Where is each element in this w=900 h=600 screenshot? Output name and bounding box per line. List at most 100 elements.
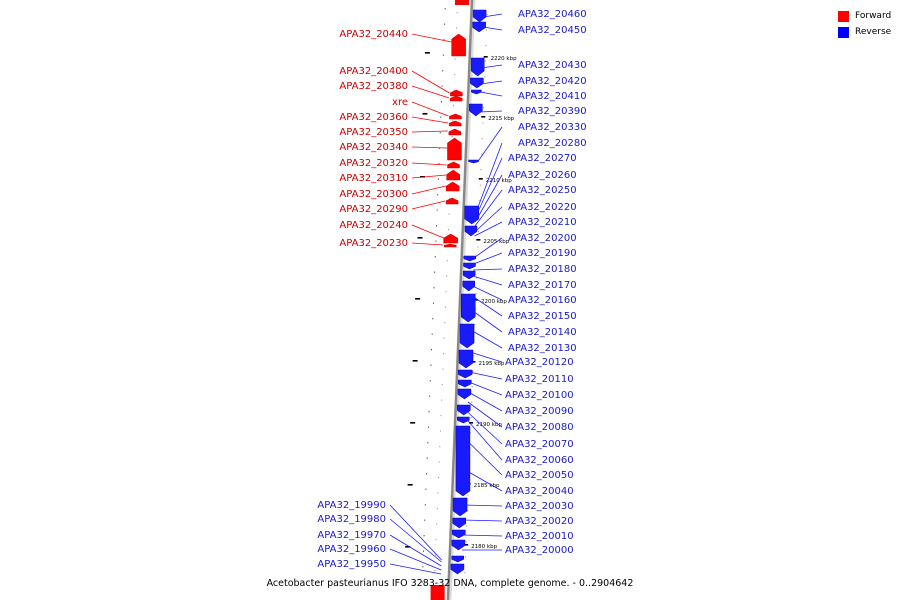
reverse-gene-arrow (457, 404, 471, 416)
reverse-gene-arrow (462, 280, 476, 292)
reverse-label-leader (468, 381, 503, 396)
guide-dot (441, 399, 443, 401)
guide-dot (438, 163, 440, 165)
reverse-gene-label: APA32_20220 (508, 202, 577, 213)
guide-dot (473, 355, 475, 357)
guide-dot (444, 322, 446, 324)
guide-dot (466, 510, 468, 512)
reverse-gene-label: APA32_20140 (508, 327, 577, 338)
forward-gene-arrow (450, 89, 463, 97)
kbp-tick-label: 2195 kbp (478, 361, 504, 367)
guide-dot (437, 178, 439, 180)
guide-dot (483, 91, 485, 93)
reverse-gene-label: APA32_19960 (317, 544, 386, 555)
guide-dot (481, 138, 483, 140)
reverse-label-leader (389, 548, 442, 571)
reverse-gene-arrow (457, 369, 473, 379)
reverse-gene-label: APA32_20460 (518, 9, 587, 20)
guide-dot (436, 523, 438, 525)
forward-label-leader (411, 85, 450, 99)
reverse-gene-arrow (464, 225, 478, 237)
guide-dot (425, 488, 427, 490)
kbp-tick (464, 544, 469, 546)
reverse-label-leader (471, 295, 503, 317)
forward-gene-arrow (430, 585, 445, 600)
kbp-tick-label: 2215 kbp (488, 116, 514, 122)
guide-dot (437, 194, 439, 196)
guide-dot (437, 492, 439, 494)
reverse-gene-arrow (451, 539, 466, 551)
guide-dot (464, 572, 466, 574)
reverse-gene-label: APA32_20330 (518, 122, 587, 133)
axis-tick-mark (424, 52, 430, 54)
reverse-gene-label: APA32_20180 (508, 264, 577, 275)
guide-dot (432, 318, 434, 320)
reverse-gene-label: APA32_20280 (518, 138, 587, 149)
guide-dot (443, 39, 445, 41)
reverse-label-leader (389, 504, 442, 561)
guide-dot (439, 132, 441, 134)
guide-dot (426, 473, 428, 475)
guide-dot (486, 29, 488, 31)
guide-dot (435, 240, 437, 242)
reverse-gene-label: APA32_20030 (505, 501, 574, 512)
guide-dot (443, 353, 445, 355)
reverse-label-leader (463, 519, 503, 522)
forward-gene-arrow (448, 120, 462, 127)
kbp-tick (483, 56, 488, 58)
guide-dot (472, 370, 474, 372)
guide-dot (426, 457, 428, 459)
forward-label-leader (411, 101, 449, 117)
guide-dot (480, 169, 482, 171)
guide-dot (470, 417, 472, 419)
guide-dot (442, 368, 444, 370)
guide-dot (477, 246, 479, 248)
reverse-gene-arrow (458, 349, 474, 369)
reverse-label-leader (468, 391, 503, 412)
guide-dot (454, 74, 456, 76)
kbp-tick-label: 2200 kbp (481, 299, 507, 305)
guide-dot (431, 349, 433, 351)
kbp-tick-label: 2185 kbp (474, 483, 500, 489)
guide-dot (440, 101, 442, 103)
guide-dot (448, 213, 450, 215)
reverse-gene-label: APA32_20160 (508, 295, 577, 306)
forward-gene-label: APA32_20440 (339, 29, 408, 40)
reverse-gene-arrow (457, 388, 472, 400)
axis-tick-mark (422, 113, 428, 115)
forward-gene-label: APA32_20360 (339, 112, 408, 123)
guide-dot (476, 277, 478, 279)
guide-dot (442, 54, 444, 56)
reverse-gene-arrow (470, 77, 484, 89)
reverse-label-leader (389, 563, 442, 575)
axis-tick-mark (412, 360, 418, 362)
guide-dot (466, 525, 468, 527)
reverse-label-leader (479, 110, 503, 113)
reverse-gene-label: APA32_20050 (505, 470, 574, 481)
kbp-tick (469, 422, 474, 424)
guide-dot (434, 554, 436, 556)
kbp-tick-label: 2220 kbp (491, 56, 517, 62)
reverse-gene-label: APA32_20040 (505, 486, 574, 497)
guide-dot (422, 550, 424, 552)
guide-dot (439, 147, 441, 149)
guide-dot (479, 184, 481, 186)
guide-dot (485, 45, 487, 47)
reverse-label-leader (469, 351, 503, 363)
reverse-gene-label: APA32_20210 (508, 217, 577, 228)
genome-axis (446, 0, 474, 600)
guide-dot (479, 200, 481, 202)
reverse-label-leader (462, 534, 503, 537)
guide-dot (432, 302, 434, 304)
guide-dot (430, 364, 432, 366)
guide-dot (469, 432, 471, 434)
guide-dot (471, 401, 473, 403)
guide-dot (449, 198, 451, 200)
guide-dot (440, 116, 442, 118)
guide-dot (452, 120, 454, 122)
reverse-gene-arrow (452, 529, 466, 539)
guide-dot (444, 23, 446, 25)
guide-dot (456, 12, 458, 14)
reverse-gene-label: APA32_20010 (505, 531, 574, 542)
forward-gene-arrow (443, 243, 457, 248)
